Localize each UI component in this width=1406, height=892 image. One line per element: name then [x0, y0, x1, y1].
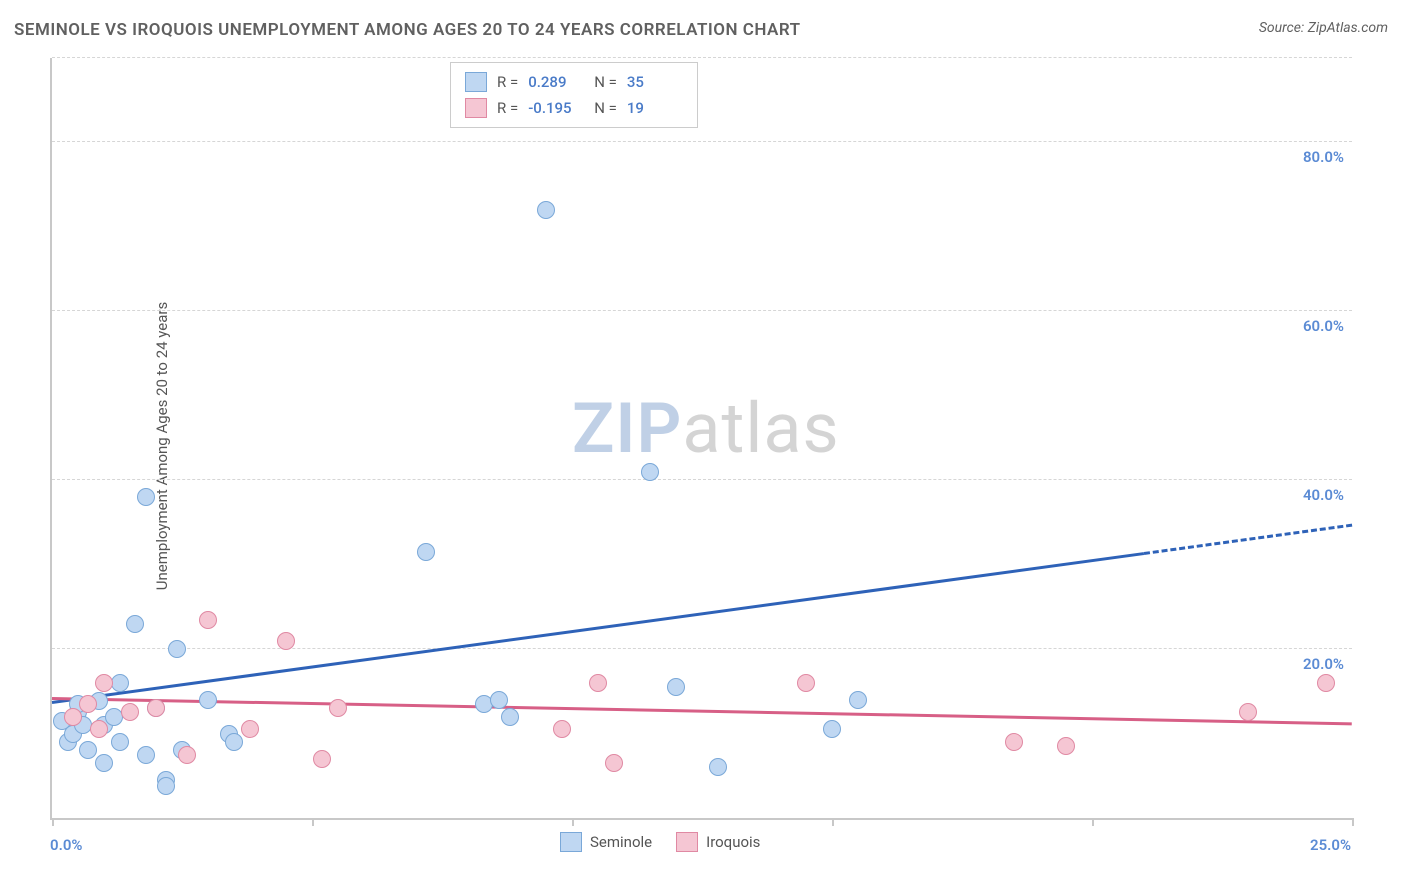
data-point — [329, 699, 347, 717]
data-point — [709, 758, 727, 776]
y-tick-label: 60.0% — [1303, 317, 1344, 335]
data-point — [121, 703, 139, 721]
data-point — [553, 720, 571, 738]
legend-swatch — [465, 98, 487, 118]
data-point — [537, 201, 555, 219]
data-point — [823, 720, 841, 738]
data-point — [277, 632, 295, 650]
stats-n-label: N = — [594, 73, 617, 91]
data-point — [178, 746, 196, 764]
x-tick — [832, 818, 834, 826]
data-point — [1057, 737, 1075, 755]
x-tick-label: 0.0% — [50, 836, 82, 854]
stats-r-label: R = — [497, 73, 518, 91]
data-point — [199, 611, 217, 629]
stats-n-value: 19 — [627, 99, 683, 117]
gridline — [52, 141, 1352, 142]
data-point — [313, 750, 331, 768]
gridline — [52, 57, 1352, 58]
data-point — [79, 741, 97, 759]
x-tick-label: 25.0% — [1310, 836, 1351, 854]
data-point — [589, 674, 607, 692]
stats-legend: R = 0.289 N = 35 R = -0.195 N = 19 — [450, 62, 698, 128]
data-point — [147, 699, 165, 717]
legend-swatch — [465, 72, 487, 92]
stats-r-value: 0.289 — [528, 73, 584, 91]
legend-item: Iroquois — [676, 832, 760, 852]
data-point — [126, 615, 144, 633]
data-point — [1005, 733, 1023, 751]
data-point — [79, 695, 97, 713]
data-point — [797, 674, 815, 692]
legend-swatch — [560, 832, 582, 852]
data-point — [199, 691, 217, 709]
data-point — [95, 674, 113, 692]
source-prefix: Source: — [1259, 20, 1308, 36]
series-legend: Seminole Iroquois — [560, 832, 760, 852]
data-point — [111, 733, 129, 751]
data-point — [157, 777, 175, 795]
x-tick — [52, 818, 54, 826]
data-point — [137, 746, 155, 764]
legend-label: Seminole — [590, 833, 652, 851]
data-point — [417, 543, 435, 561]
data-point — [225, 733, 243, 751]
y-tick-label: 80.0% — [1303, 148, 1344, 166]
plot-area: ZIPatlas 20.0% 40.0% 60.0% 80.0% — [50, 58, 1352, 820]
data-point — [605, 754, 623, 772]
data-point — [90, 720, 108, 738]
data-point — [667, 678, 685, 696]
data-point — [849, 691, 867, 709]
x-tick — [572, 818, 574, 826]
gridline — [52, 648, 1352, 649]
data-point — [1317, 674, 1335, 692]
data-point — [641, 463, 659, 481]
watermark-atlas: atlas — [682, 388, 839, 470]
legend-label: Iroquois — [706, 833, 760, 851]
gridline — [52, 479, 1352, 480]
legend-item: Seminole — [560, 832, 652, 852]
chart-title: SEMINOLE VS IROQUOIS UNEMPLOYMENT AMONG … — [14, 20, 801, 40]
data-point — [168, 640, 186, 658]
watermark-zip: ZIP — [572, 388, 682, 470]
stats-r-value: -0.195 — [528, 99, 584, 117]
data-point — [490, 691, 508, 709]
x-tick — [1092, 818, 1094, 826]
watermark: ZIPatlas — [572, 388, 840, 470]
stats-legend-row: R = 0.289 N = 35 — [465, 69, 683, 95]
data-point — [137, 488, 155, 506]
stats-legend-row: R = -0.195 N = 19 — [465, 95, 683, 121]
x-tick — [1352, 818, 1354, 826]
y-tick-label: 40.0% — [1303, 486, 1344, 504]
data-point — [1239, 703, 1257, 721]
data-point — [95, 754, 113, 772]
gridline — [52, 310, 1352, 311]
data-point — [111, 674, 129, 692]
x-tick — [312, 818, 314, 826]
source-name: ZipAtlas.com — [1308, 20, 1388, 36]
stats-r-label: R = — [497, 99, 518, 117]
data-point — [64, 708, 82, 726]
data-point — [241, 720, 259, 738]
stats-n-value: 35 — [627, 73, 683, 91]
stats-n-label: N = — [594, 99, 617, 117]
legend-swatch — [676, 832, 698, 852]
source-attribution: Source: ZipAtlas.com — [1259, 20, 1388, 36]
trend-line-dashed — [1144, 524, 1352, 555]
y-tick-label: 20.0% — [1303, 655, 1344, 673]
data-point — [501, 708, 519, 726]
